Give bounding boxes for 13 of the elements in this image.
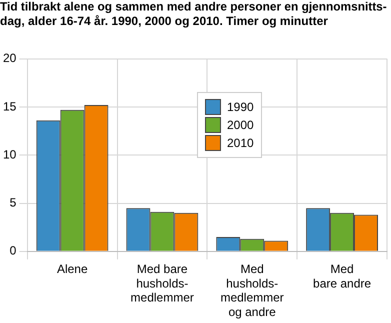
- y-tick-label: 20: [2, 51, 17, 66]
- y-tick-label: 5: [10, 196, 17, 210]
- legend-label: 2010: [227, 136, 254, 150]
- x-tick-label: Med bare andre: [313, 262, 372, 290]
- legend-label: 2000: [227, 118, 254, 132]
- x-tick-label: Med bare husholds- medlemmer: [130, 262, 194, 305]
- chart-title: Tid tilbrakt alene og sammen med andre personer en gjennomsnitts- dag, alder 16-74 år. 1990, 2000 og 2010. Timer og minutter: [0, 0, 387, 28]
- x-tick-label: Med husholds- medlemmer og andre: [220, 262, 284, 320]
- y-tick-label: 0: [10, 244, 17, 258]
- y-tick-label: 10: [2, 147, 17, 162]
- x-tick-label: Alene: [56, 262, 88, 276]
- legend-label: 1990: [227, 100, 254, 114]
- y-tick-label: 15: [2, 99, 17, 114]
